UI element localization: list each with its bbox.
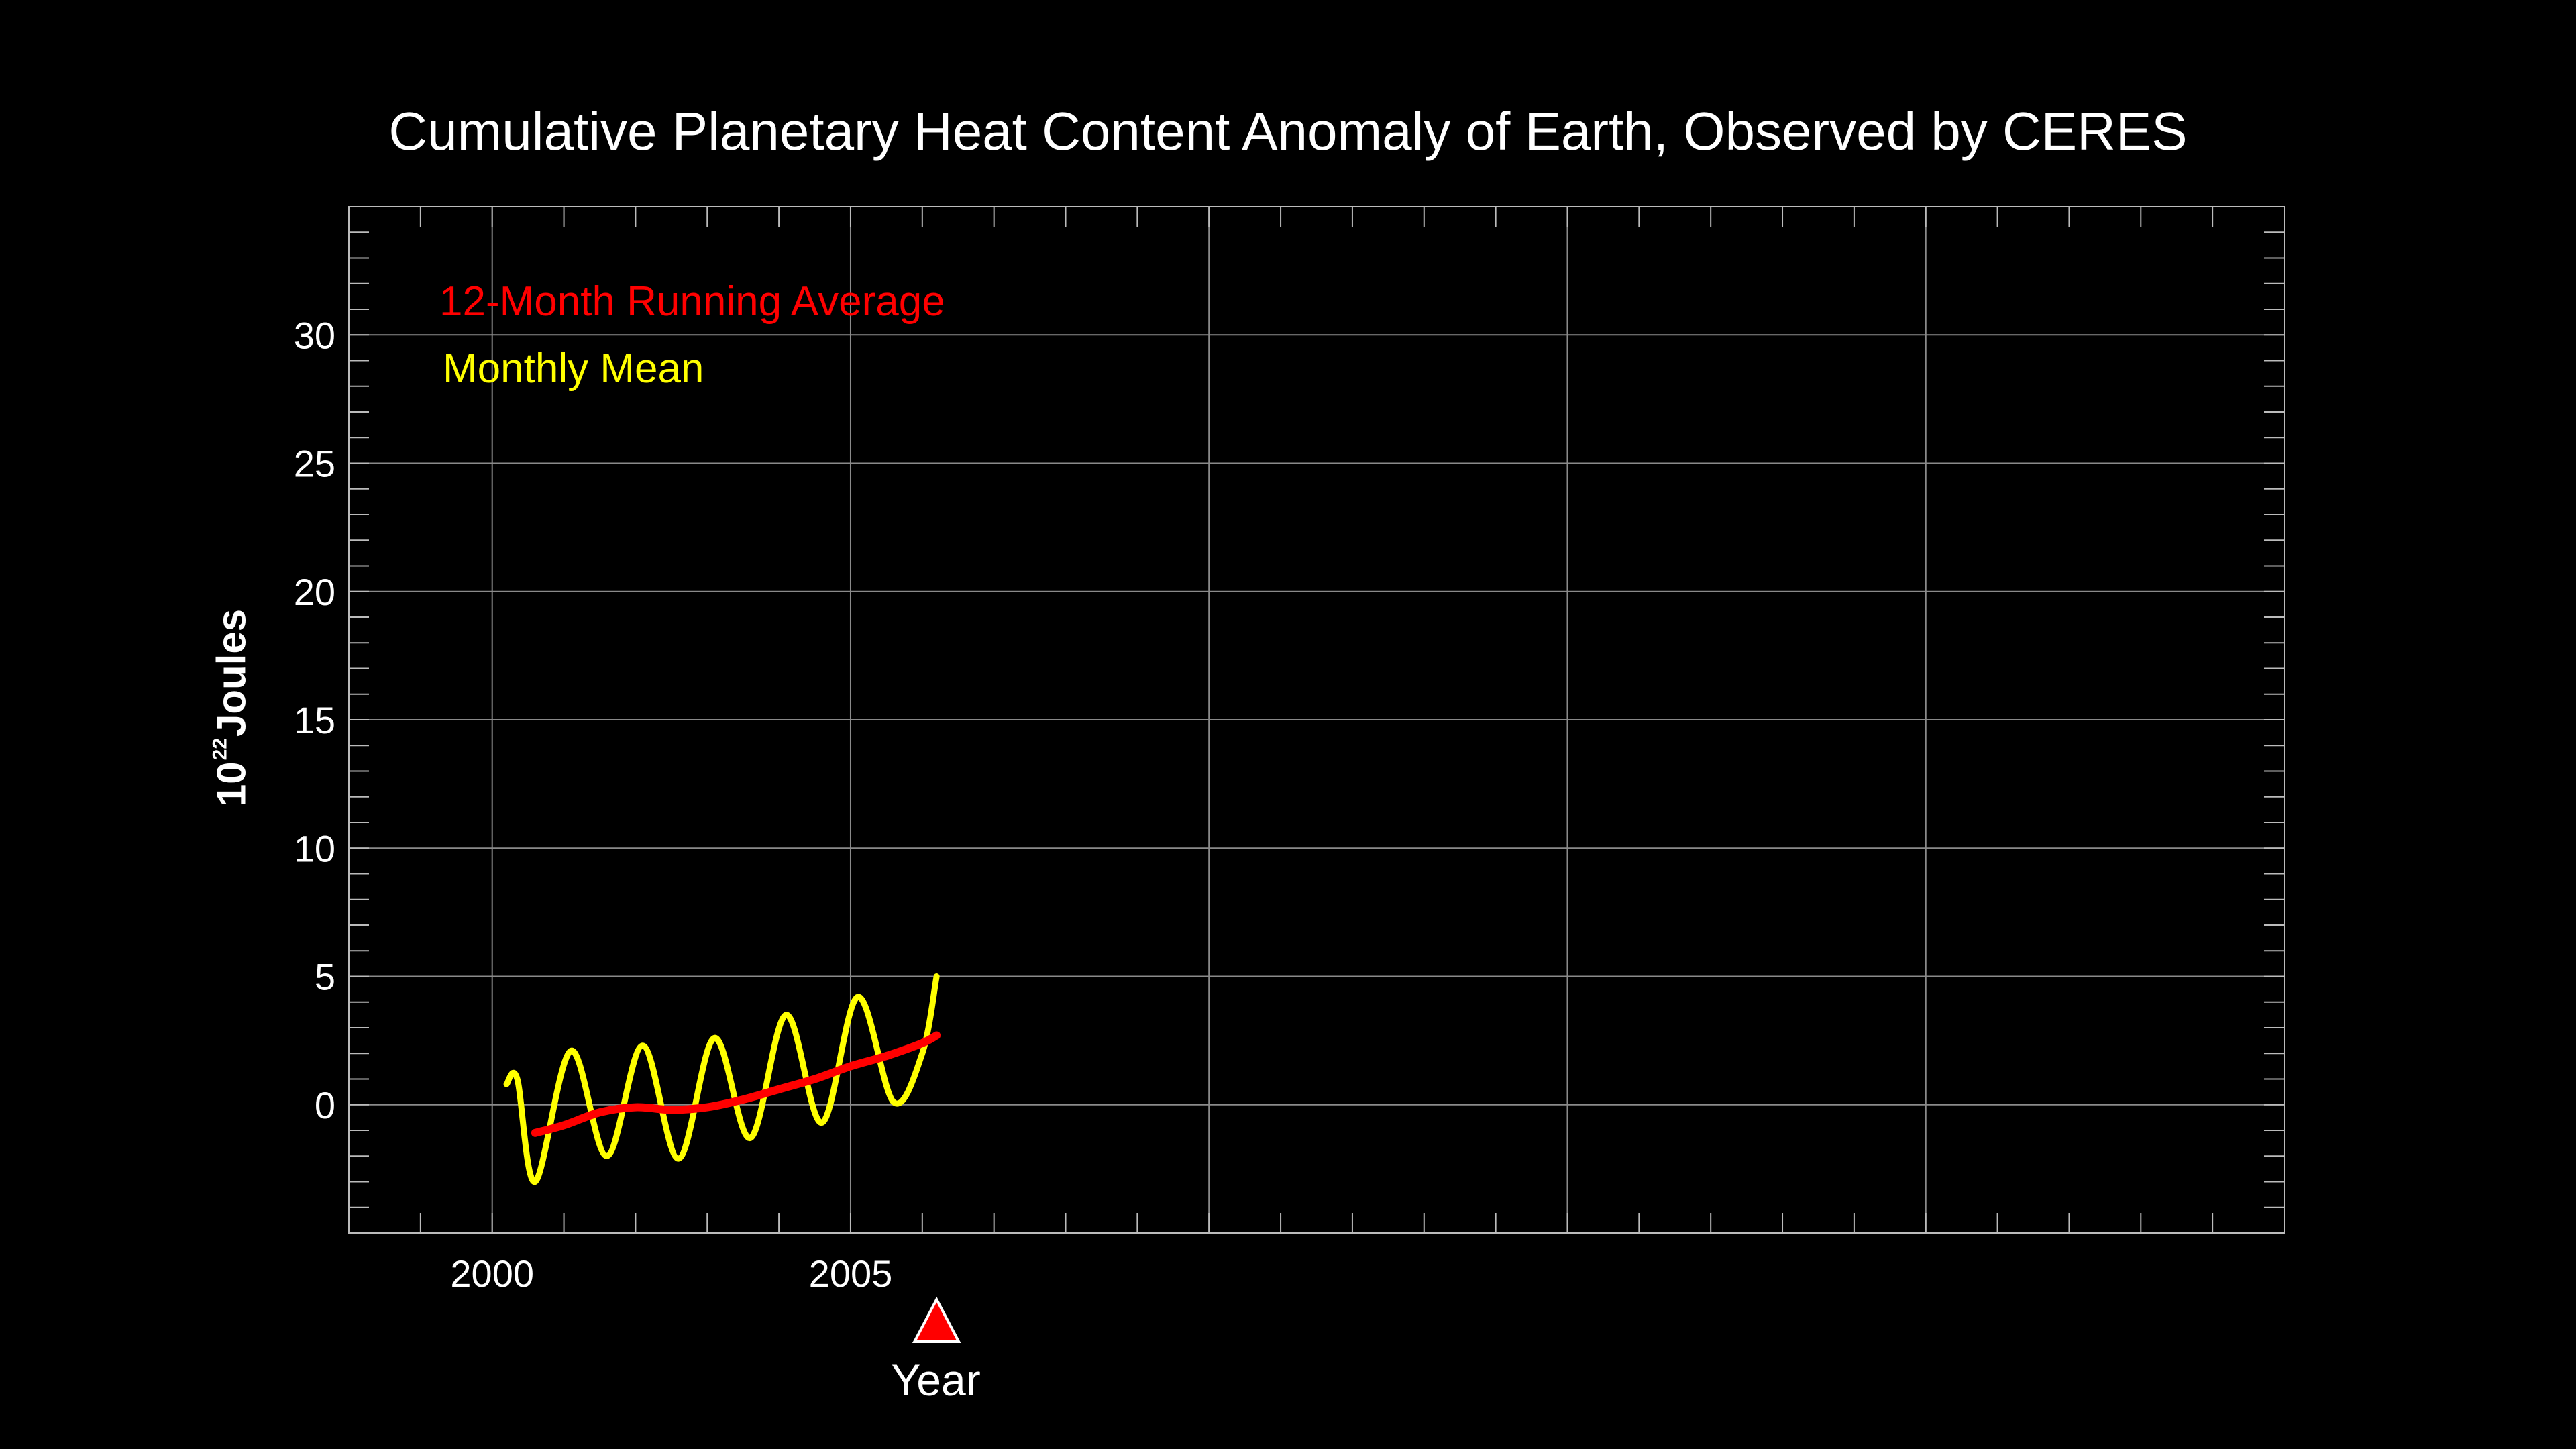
y-axis-label-unit: Joules	[209, 608, 254, 737]
y-axis-label: 1022Joules	[209, 609, 255, 806]
plot-frame	[348, 206, 2285, 1234]
y-tick-label: 15	[294, 699, 335, 741]
gridlines	[349, 207, 2284, 1233]
tick-labels: 2000 2005 0 5 10 15 20 25 30	[294, 314, 893, 1295]
y-axis-label-base: 10	[209, 761, 254, 807]
series-line-running-average	[531, 1031, 941, 1137]
current-year-marker-icon	[912, 1296, 961, 1343]
y-tick-label: 25	[294, 443, 335, 485]
series-layer	[503, 973, 941, 1185]
legend: 12-Month Running Average Monthly Mean	[439, 278, 945, 392]
y-tick-label: 30	[294, 314, 335, 356]
legend-entry-monthly-mean: Monthly Mean	[443, 345, 704, 392]
y-axis-label-exponent: 22	[209, 737, 231, 761]
x-axis-label: Year	[891, 1355, 980, 1405]
y-tick-label: 0	[315, 1084, 335, 1126]
x-tick-label: 2000	[450, 1252, 534, 1295]
series-line-monthly-mean	[503, 973, 940, 1185]
x-tick-label: 2005	[809, 1252, 893, 1295]
y-tick-label: 10	[294, 827, 335, 869]
legend-entry-running-average: 12-Month Running Average	[439, 278, 945, 325]
y-tick-label: 20	[294, 571, 335, 613]
chart-title: Cumulative Planetary Heat Content Anomal…	[388, 101, 2188, 161]
minor-ticks	[348, 206, 2285, 1234]
y-tick-label: 5	[315, 956, 335, 998]
